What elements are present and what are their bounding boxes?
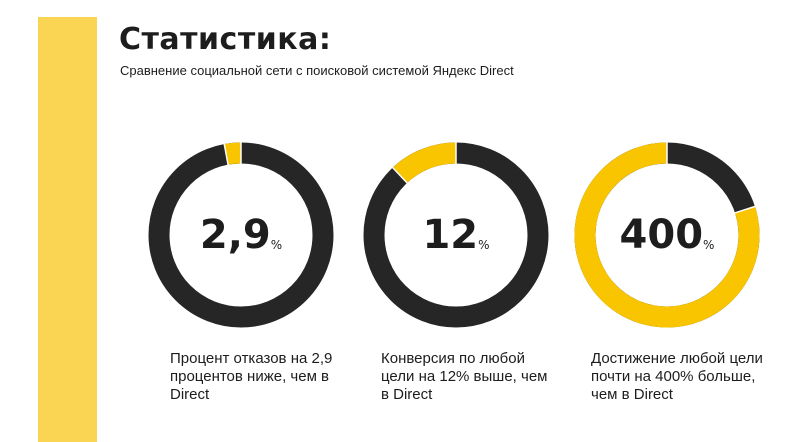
side-accent-bar: [38, 17, 97, 442]
donut-3-unit: %: [703, 238, 715, 252]
donut-1-caption: Процент отказов на 2,9 процентов ниже, ч…: [170, 350, 333, 403]
donut-3-value: 400%: [567, 213, 767, 267]
donut-1-number: 2,9: [199, 212, 271, 258]
page-title: Статистика:: [119, 22, 332, 57]
donut-1-unit: %: [270, 238, 283, 252]
donut-2-number: 12: [422, 212, 479, 258]
donut-2-caption: Конверсия по любой цели на 12% выше, чем…: [381, 350, 548, 403]
donut-3-caption: Достижение любой цели почти на 400% боль…: [591, 350, 763, 403]
donut-3-number: 400: [619, 212, 704, 258]
donut-1-value: 2,9%: [141, 213, 341, 267]
donut-3-separator-2: [733, 205, 757, 214]
donut-2-value: 12%: [356, 213, 556, 267]
donut-2-unit: %: [478, 238, 490, 252]
donut-2-separator-2: [391, 166, 409, 185]
page-subtitle: Сравнение социальной сети с поисковой си…: [120, 63, 514, 78]
donut-1-separator-2: [223, 142, 229, 166]
